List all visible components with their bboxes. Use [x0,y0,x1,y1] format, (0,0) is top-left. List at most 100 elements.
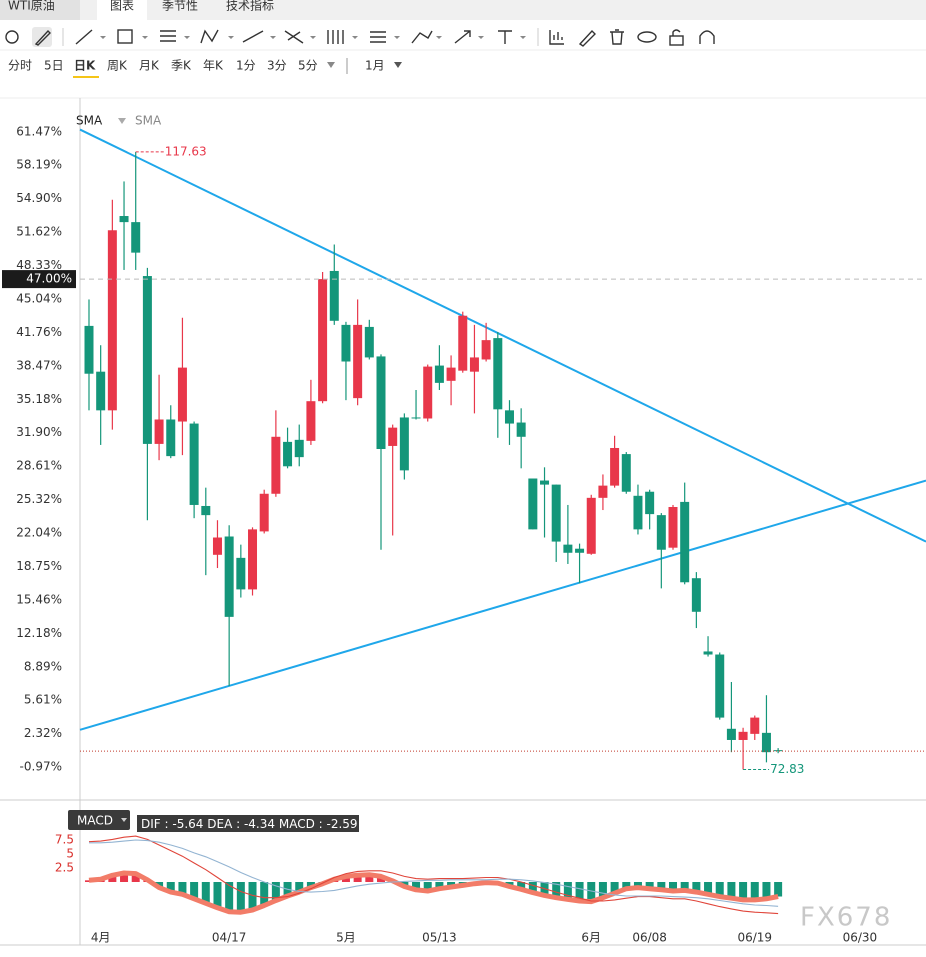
period-option[interactable]: 3分 [267,59,287,73]
readout-name: DEA [207,817,233,831]
y-tick-label: 45.04% [16,292,62,306]
candle-body [376,356,386,449]
y-tick-label: 5.61% [24,693,62,707]
x-tick-label: 06/08 [632,931,667,945]
readout: DIF : -5.64 DEA : -4.34 MACD : -2.59 [141,817,358,831]
indicator-tag-bg [68,810,130,830]
tool-icon[interactable] [284,30,304,44]
tool-icon[interactable] [117,29,133,44]
candle-body [481,340,491,360]
macd-bar [680,882,689,891]
candle-body [621,454,631,492]
candle-body [212,537,222,555]
period-option[interactable]: 年K [203,59,224,73]
tool-icon[interactable] [5,30,19,44]
dropdown-arrow[interactable] [394,62,402,68]
y-tick-label: 48.33% [16,258,62,272]
indicator-tag[interactable]: MACD [77,814,113,828]
candle-body [96,371,106,411]
macd-bar [225,882,234,912]
macd-bar [715,882,724,897]
y-tick-label: 8.89% [24,659,62,673]
macd-bar [248,882,257,910]
macd-bar [131,873,140,882]
y-tick-label: 58.19% [16,158,62,172]
legend-item[interactable]: SMA [76,114,103,128]
macd-line [88,870,779,915]
period-option[interactable]: 分时 [8,59,32,73]
x-tick-label: 04/17 [212,931,247,945]
y-tick-label: 25.32% [16,492,62,506]
candle-body [773,750,783,752]
readout-bg [137,815,359,832]
legend-item[interactable]: SMA [135,114,162,128]
macd-bar [704,882,713,895]
candle-body [399,417,409,471]
toolbar [5,27,715,47]
macd-bar [365,874,374,882]
tab[interactable]: 季节性 [162,0,198,13]
macd-bar [739,882,748,900]
macd-bar [412,882,421,890]
range-selector[interactable]: 1月 [365,59,385,73]
readout-sep: : [161,817,173,831]
macd-bar [178,882,187,895]
macd-bar [657,882,666,890]
tool-icon[interactable] [578,29,596,47]
tool-icon[interactable] [75,29,93,45]
candle-body [715,654,725,718]
macd-bar [563,882,572,900]
candle-body [107,230,117,411]
tool-icon[interactable] [699,30,715,44]
tool-icon[interactable] [454,30,471,44]
tool-icon[interactable] [498,30,512,44]
x-tick-label: 5月 [336,931,356,945]
readout-value: -2.59 [327,817,358,831]
period-option[interactable]: 季K [171,59,192,73]
tool-icon[interactable] [637,31,657,43]
tool-icon[interactable] [549,30,564,45]
macd-bar [552,882,561,898]
macd-bar [517,882,526,890]
period-option[interactable]: 周K [107,59,128,73]
tool-icon[interactable] [242,30,264,43]
tab[interactable]: 图表 [110,0,134,13]
tool-icon[interactable] [669,35,684,46]
candle-body [318,279,328,402]
y-tick-label: 2.32% [24,726,62,740]
tab[interactable]: WTI原油 [8,0,55,13]
candle-body [610,447,620,486]
dropdown-arrow[interactable] [327,62,335,68]
macd-bar [108,875,117,882]
period-option[interactable]: 5日 [44,59,64,73]
tool-icon[interactable] [160,30,176,42]
tool-icon[interactable] [411,30,433,44]
candle-body [691,578,701,612]
y-tick-label: 38.47% [16,358,62,372]
tool-icon[interactable] [370,31,386,43]
tool-icon[interactable] [34,29,51,46]
period-option[interactable]: 月K [139,59,160,73]
candle-body [761,732,771,753]
macd-bar [633,882,642,888]
tab[interactable]: 技术指标 [226,0,274,13]
candle-body [271,436,281,494]
macd-bar [610,882,619,894]
tool-icon[interactable] [610,29,624,45]
period-option[interactable]: 日K [74,59,96,73]
tool-icon[interactable] [200,29,219,44]
candle-body [469,357,479,372]
macd-bar [622,882,631,889]
macd-bar [341,876,350,882]
y-tick-label: 22.04% [16,526,62,540]
period-option[interactable]: 5分 [298,59,318,73]
macd-bar [260,882,269,906]
tool-icon[interactable] [672,29,681,36]
y-tick-label: 61.47% [16,124,62,138]
candle-body [259,493,269,532]
tool-icon[interactable] [327,30,344,44]
macd-bar [727,882,736,899]
candle-body [575,548,585,553]
period-option[interactable]: 1分 [236,59,256,73]
